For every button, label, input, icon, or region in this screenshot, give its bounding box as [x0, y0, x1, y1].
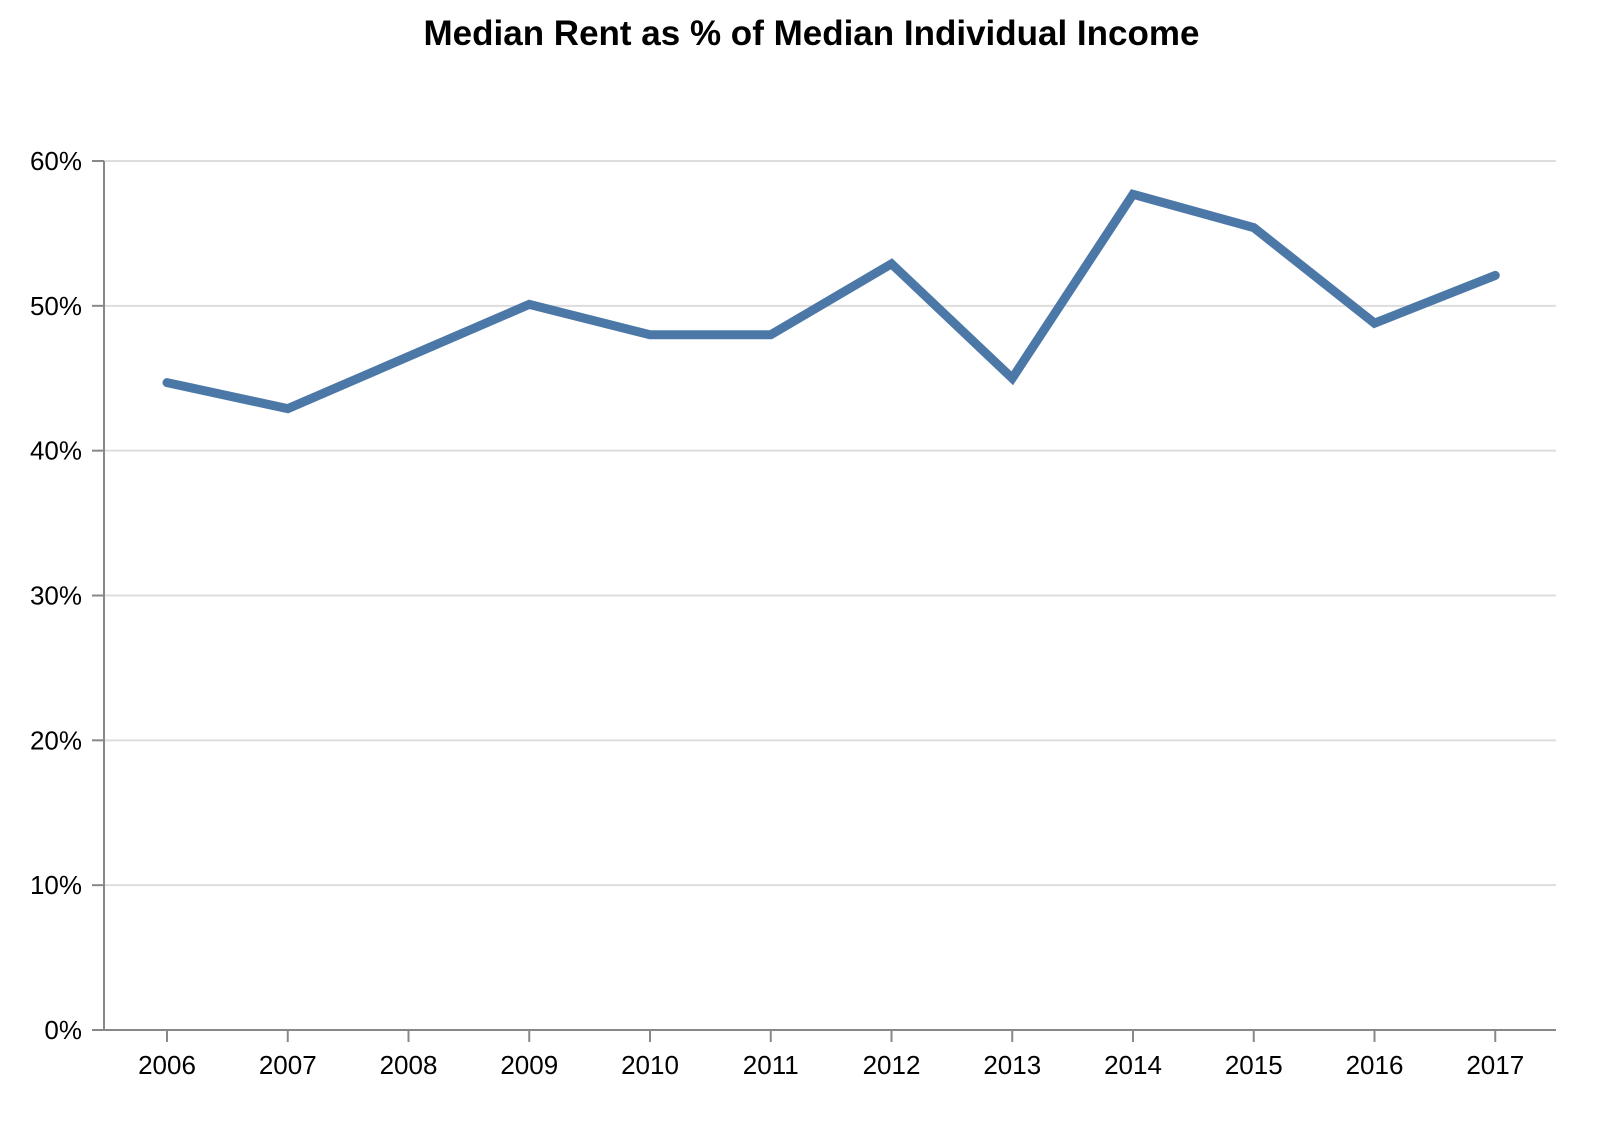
- x-tick-label: 2008: [380, 1050, 438, 1080]
- y-tick-label: 20%: [30, 725, 82, 755]
- series-line: [162, 189, 1500, 414]
- y-tick-label: 30%: [30, 581, 82, 611]
- gridlines: [104, 160, 1556, 887]
- x-tick-label: 2016: [1346, 1050, 1404, 1080]
- x-tick-label: 2009: [500, 1050, 558, 1080]
- x-tick-label: 2011: [743, 1050, 799, 1080]
- x-tick-label: 2015: [1225, 1050, 1283, 1080]
- x-tick-label: 2012: [863, 1050, 921, 1080]
- series: [162, 189, 1500, 414]
- x-tick-label: 2010: [621, 1050, 679, 1080]
- x-tick-label: 2013: [983, 1050, 1041, 1080]
- x-tick-label: 2017: [1466, 1050, 1524, 1080]
- x-axis-ticks: 2006 2007 2008 2009 2010 2011 2012 2013 2014 2015…: [138, 1030, 1524, 1080]
- y-tick-label: 40%: [30, 436, 82, 466]
- x-tick-label: 2014: [1104, 1050, 1162, 1080]
- chart-title: Median Rent as % of Median Individual In…: [423, 14, 1200, 53]
- x-tick-label: 2007: [259, 1050, 317, 1080]
- y-axis-ticks: 0% 10% 20% 30% 40% 50% 60%: [30, 146, 104, 1045]
- y-tick-label: 60%: [30, 146, 82, 176]
- y-tick-label: 0%: [44, 1015, 82, 1045]
- y-tick-label: 10%: [30, 870, 82, 900]
- x-tick-label: 2006: [138, 1050, 196, 1080]
- y-tick-label: 50%: [30, 291, 82, 321]
